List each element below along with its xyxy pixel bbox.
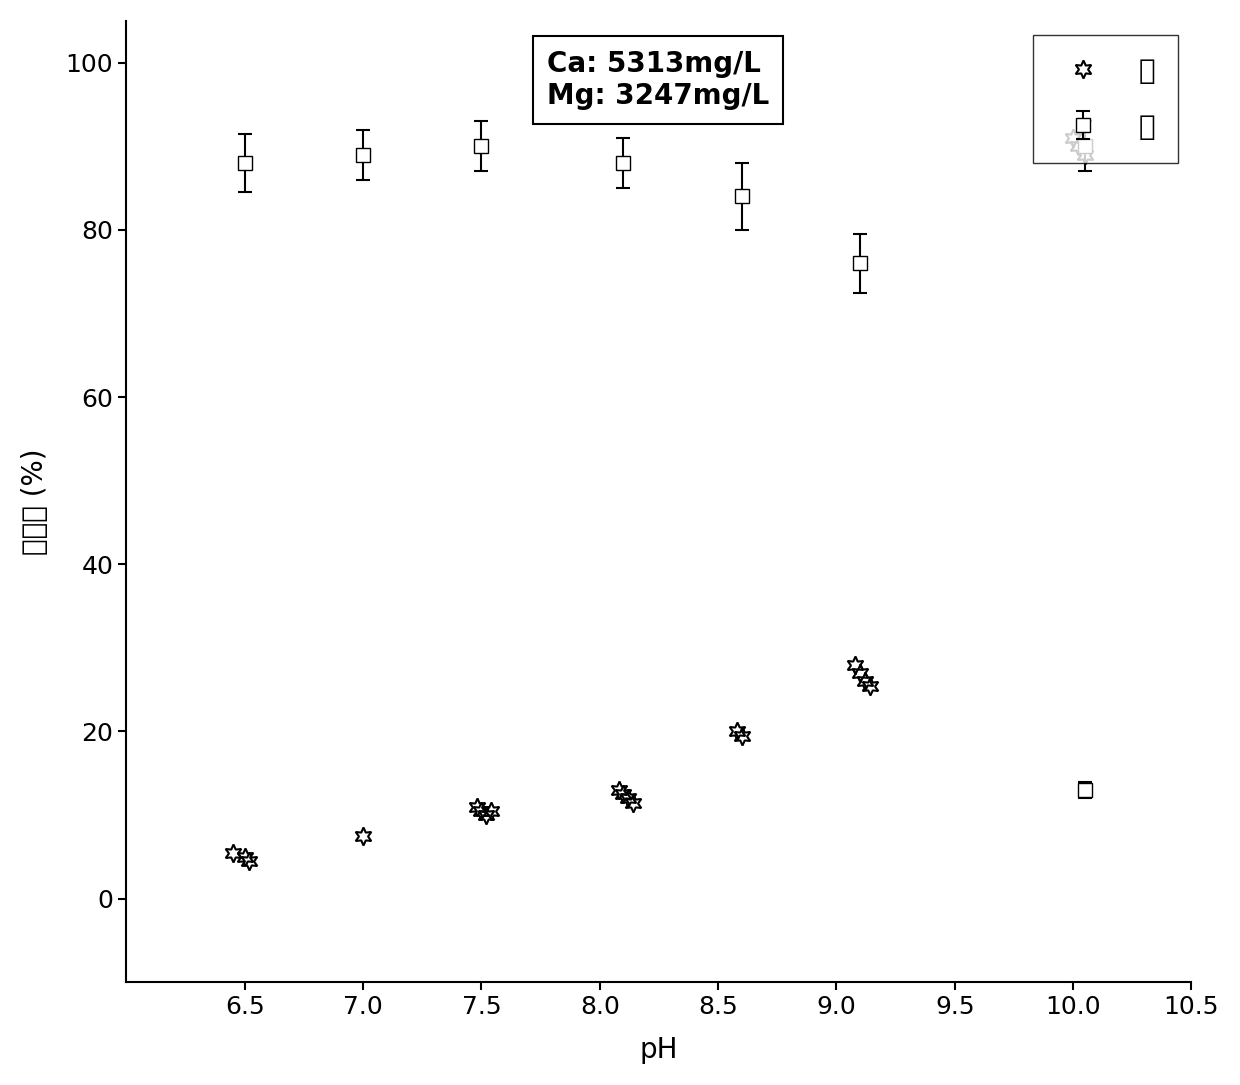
镁 (479, 808, 494, 821)
镁 (857, 675, 872, 688)
镁 (729, 725, 744, 738)
镁 (862, 679, 877, 692)
镁 (242, 855, 257, 868)
镁 (484, 804, 498, 817)
镁 (474, 804, 489, 817)
镁 (734, 729, 749, 742)
镁 (621, 792, 636, 805)
镁 (625, 796, 640, 809)
镁 (853, 666, 868, 679)
镁 (469, 801, 484, 814)
Text: Ca: 5313mg/L
Mg: 3247mg/L: Ca: 5313mg/L Mg: 3247mg/L (547, 50, 769, 110)
镁 (611, 783, 626, 796)
Legend: 镁, 馒: 镁, 馒 (1033, 35, 1178, 163)
X-axis label: pH: pH (640, 1036, 678, 1064)
镁 (1070, 140, 1085, 153)
镁 (848, 659, 863, 672)
镁 (616, 788, 631, 801)
镁 (1065, 131, 1080, 144)
镁 (356, 830, 371, 843)
镁 (226, 846, 241, 859)
Y-axis label: 沉淠率 (%): 沉淠率 (%) (21, 448, 48, 554)
镁 (237, 851, 252, 864)
镁 (1078, 148, 1092, 161)
Line: 镁: 镁 (223, 129, 1094, 870)
